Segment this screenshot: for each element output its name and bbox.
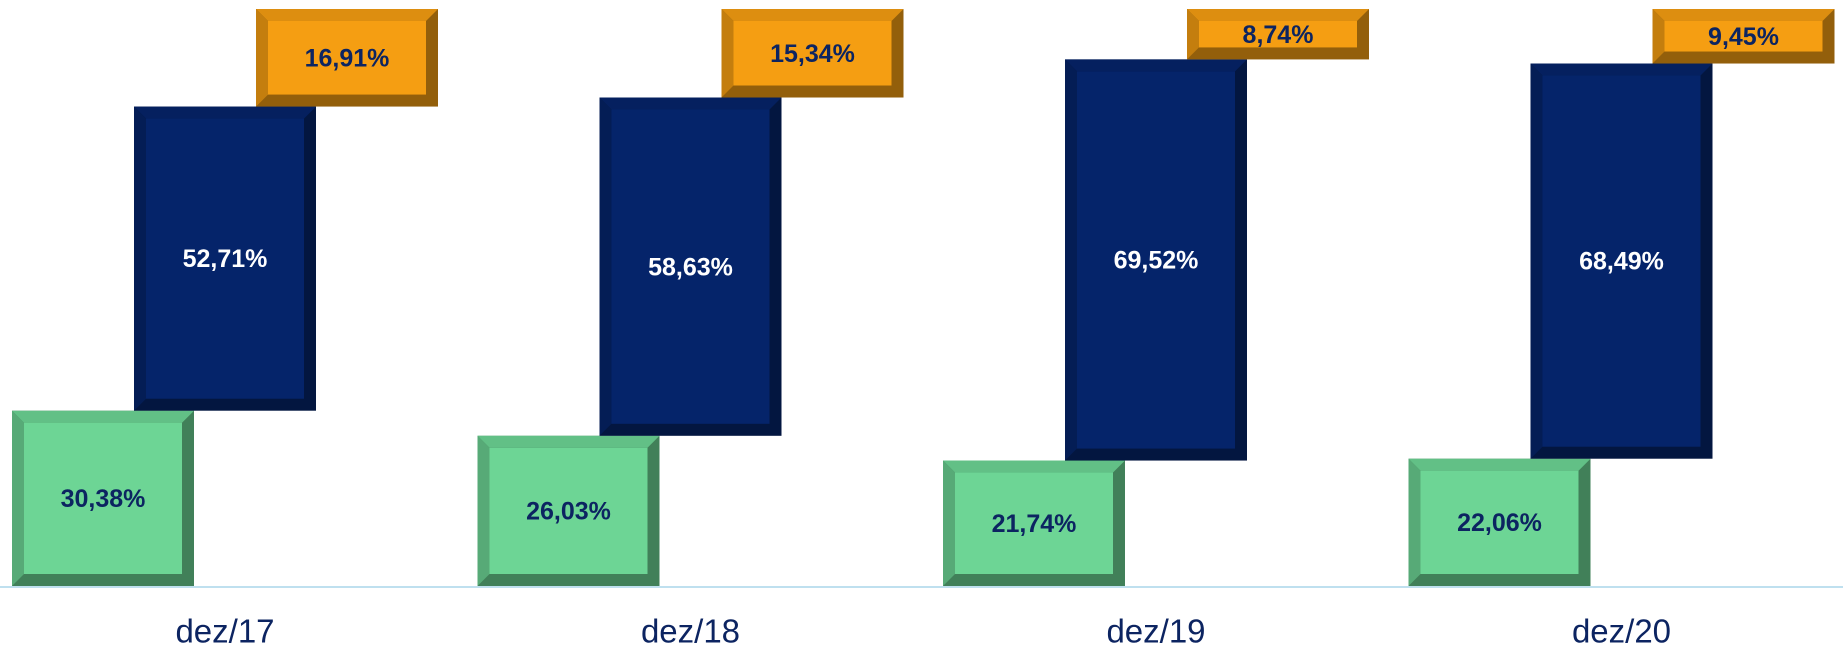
bar-face (733, 21, 892, 86)
x-tick-label: dez/20 (1572, 613, 1671, 649)
bar-bevel (1065, 59, 1247, 72)
bar-bevel (134, 106, 316, 119)
bar-face (24, 422, 182, 574)
bar-face (1199, 21, 1357, 48)
value-label: 26,03% (526, 498, 611, 526)
bar-face (1664, 21, 1823, 52)
bar-face (268, 21, 426, 95)
value-label: 68,49% (1579, 248, 1664, 276)
bar-bevel (943, 460, 1125, 473)
x-tick-label: dez/17 (175, 613, 274, 649)
value-label: 21,74% (992, 510, 1077, 538)
value-label: 16,91% (305, 44, 390, 72)
bar-bevel (721, 9, 904, 21)
bar-face (1542, 75, 1701, 447)
bar-bevel (1530, 63, 1713, 76)
value-label: 69,52% (1114, 247, 1199, 275)
bar-bevel (1652, 9, 1665, 64)
bar-bevel (477, 435, 660, 448)
value-label: 22,06% (1457, 509, 1542, 537)
value-label: 8,74% (1243, 21, 1314, 49)
bar-bevel (1530, 63, 1543, 459)
bar-face (1420, 470, 1579, 574)
bar-bevel (1408, 458, 1421, 586)
bar-bevel (12, 410, 194, 423)
bar-bevel (1652, 9, 1835, 21)
bar-bevel (12, 410, 24, 586)
bar-face (1077, 71, 1235, 449)
value-label: 58,63% (648, 253, 733, 281)
bar-bevel (599, 97, 612, 436)
value-label: 9,45% (1708, 23, 1779, 51)
x-tick-label: dez/19 (1106, 613, 1205, 649)
value-label: 30,38% (61, 485, 146, 513)
bar-bevel (256, 9, 438, 21)
bar-bevel (134, 106, 146, 411)
bar-bevel (721, 9, 734, 98)
bar-face (611, 109, 770, 424)
bar-bevel (1187, 9, 1369, 21)
bar-bevel (1065, 59, 1077, 461)
bar-face (146, 118, 304, 399)
bar-bevel (256, 9, 268, 107)
bar-bevel (1408, 458, 1591, 471)
bar-bevel (599, 97, 782, 110)
x-tick-label: dez/18 (641, 613, 740, 649)
bar-face (955, 472, 1113, 574)
bar-bevel (1187, 9, 1199, 60)
bar-bevel (943, 460, 955, 586)
bar-face (489, 447, 648, 574)
bar-bevel (477, 435, 490, 586)
value-label: 52,71% (183, 245, 268, 273)
value-label: 15,34% (770, 40, 855, 68)
